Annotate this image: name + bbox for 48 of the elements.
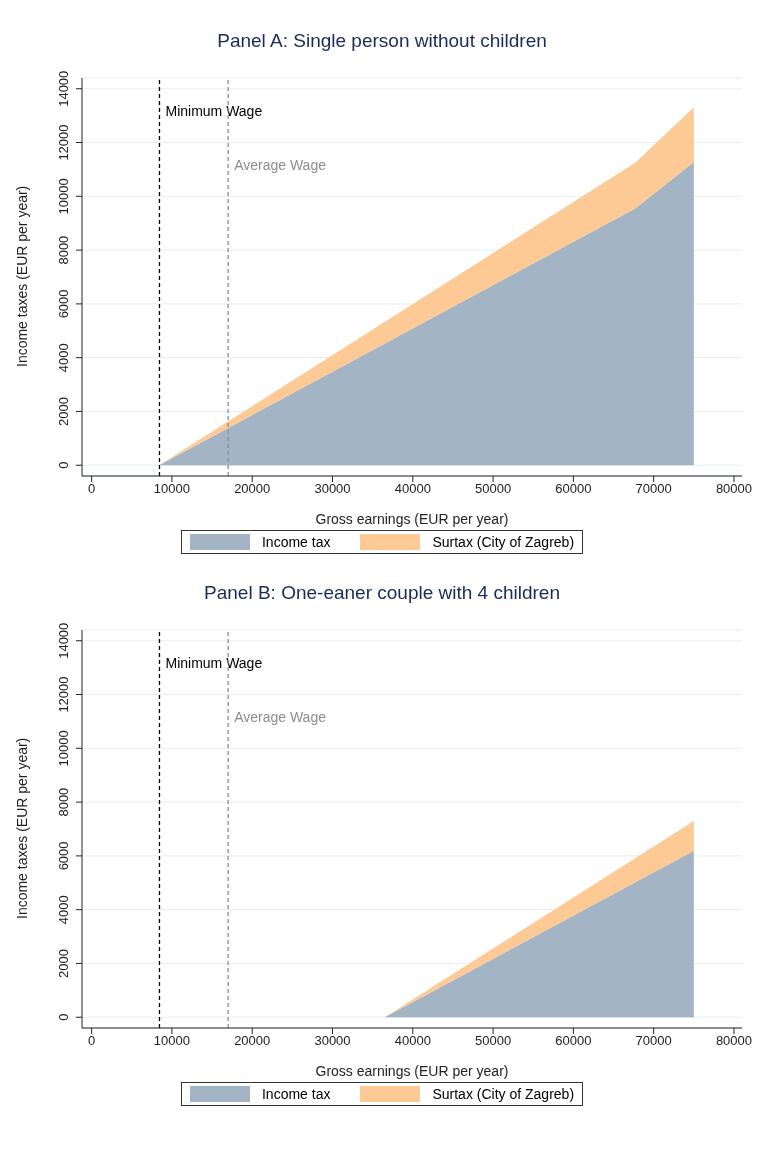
y-tick-label: 4000 bbox=[56, 895, 71, 925]
x-tick-label: 70000 bbox=[635, 1033, 672, 1049]
ref-line-label: Minimum Wage bbox=[165, 655, 263, 671]
y-tick-label: 10000 bbox=[56, 178, 71, 215]
y-tick-label: 14000 bbox=[56, 70, 71, 107]
chart-title: Panel B: One-eaner couple with 4 children bbox=[203, 582, 561, 605]
x-tick-label: 70000 bbox=[635, 481, 672, 497]
y-tick-label: 12000 bbox=[56, 676, 71, 713]
x-tick-label: 0 bbox=[88, 481, 96, 497]
x-tick-label: 80000 bbox=[715, 481, 753, 497]
y-tick-label: 2000 bbox=[56, 397, 71, 426]
x-axis-title: Gross earnings (EUR per year) bbox=[315, 1063, 509, 1079]
y-tick-label: 6000 bbox=[56, 289, 71, 319]
ref-line-label: Average Wage bbox=[234, 709, 327, 725]
y-tick-label: 0 bbox=[56, 1013, 71, 1021]
ref-line-label: Average Wage bbox=[234, 157, 327, 173]
x-tick-label: 10000 bbox=[153, 481, 191, 497]
y-tick-label: 14000 bbox=[56, 622, 71, 659]
legend-label: Surtax (City of Zagreb) bbox=[432, 1086, 575, 1102]
x-tick-label: 60000 bbox=[555, 1033, 592, 1049]
x-tick-label: 10000 bbox=[153, 1033, 191, 1049]
y-tick-label: 0 bbox=[56, 461, 71, 469]
x-tick-label: 0 bbox=[88, 1033, 96, 1049]
x-tick-label: 50000 bbox=[475, 1033, 512, 1049]
x-tick-label: 40000 bbox=[394, 481, 431, 497]
y-tick-label: 6000 bbox=[56, 841, 71, 871]
x-tick-label: 20000 bbox=[234, 1033, 271, 1049]
y-tick-label: 8000 bbox=[56, 235, 71, 265]
y-axis-title: Income taxes (EUR per year) bbox=[13, 185, 30, 367]
y-tick-label: 2000 bbox=[56, 949, 71, 978]
x-tick-label: 30000 bbox=[314, 481, 351, 497]
legend-label: Income tax bbox=[261, 1086, 331, 1102]
x-tick-label: 60000 bbox=[555, 481, 592, 497]
legend-label: Surtax (City of Zagreb) bbox=[432, 534, 575, 550]
legend-label: Income tax bbox=[261, 534, 331, 550]
x-axis-title: Gross earnings (EUR per year) bbox=[315, 511, 509, 527]
y-tick-label: 4000 bbox=[56, 343, 71, 373]
x-tick-label: 80000 bbox=[715, 1033, 753, 1049]
y-tick-label: 10000 bbox=[56, 730, 71, 767]
y-tick-label: 8000 bbox=[56, 787, 71, 817]
x-tick-label: 30000 bbox=[314, 1033, 351, 1049]
ref-line-label: Minimum Wage bbox=[165, 103, 263, 119]
x-tick-label: 20000 bbox=[234, 481, 271, 497]
chart-title: Panel A: Single person without children bbox=[216, 30, 548, 53]
y-axis-title: Income taxes (EUR per year) bbox=[13, 737, 30, 919]
x-tick-label: 50000 bbox=[475, 481, 512, 497]
y-tick-label: 12000 bbox=[56, 124, 71, 161]
x-tick-label: 40000 bbox=[394, 1033, 431, 1049]
